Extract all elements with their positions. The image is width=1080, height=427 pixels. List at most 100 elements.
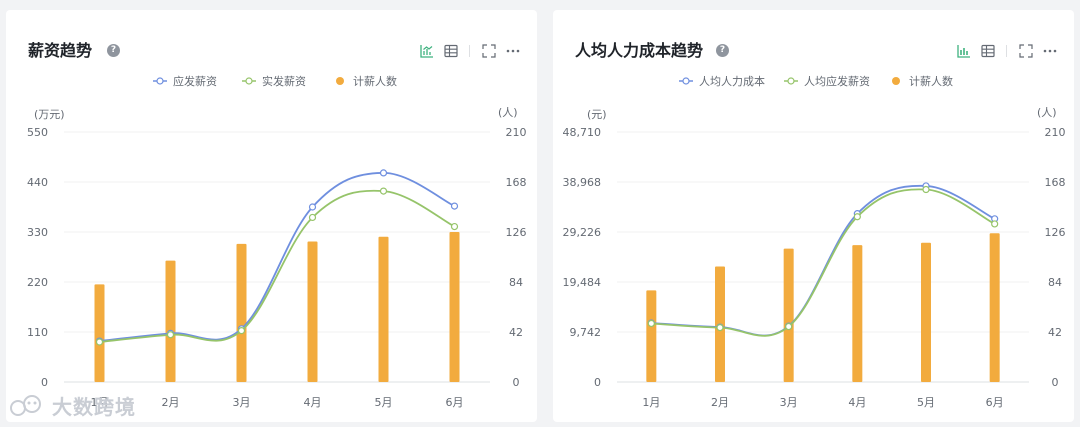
left-tick-label: 48,710 [563, 126, 602, 139]
legend-label: 实发薪资 [262, 74, 306, 88]
chart-toolbar [417, 41, 523, 61]
right-axis-unit: (人) [1037, 106, 1057, 119]
legend-item: 计薪人数 [892, 75, 953, 88]
legend-marker [245, 77, 253, 85]
fullscreen-icon[interactable] [479, 41, 499, 61]
x-tick-label: 5月 [917, 396, 935, 409]
bar [165, 260, 176, 382]
bar [989, 233, 1000, 382]
watermark-text: 大数跨境 [52, 395, 136, 419]
per-capita-cost-chart: 人均人力成本 人均应发薪资 计薪人数 (元) (人) 0 9,742 19,484 29,226… [563, 74, 1066, 409]
x-tick-label: 1月 [91, 396, 109, 409]
data-point [379, 187, 388, 195]
legend-marker [787, 77, 795, 85]
data-point [237, 327, 246, 335]
x-tick-label: 1月 [642, 396, 660, 409]
legend-label: 计薪人数 [909, 75, 953, 88]
card-header: 人均人力成本趋势 ? [575, 38, 1060, 64]
salary-trend-chart: 应发薪资 实发薪资 计薪人数 (万元) (人) 0 110 220 330 440 550 0 42 84… [27, 74, 527, 409]
bar [94, 284, 105, 382]
bar [307, 241, 318, 382]
data-point [716, 323, 724, 332]
per-capita-cost-card: 人均人力成本趋势 ? 人均人力成本 人均应发薪资 计薪人数 (元) (人) 0 9,742 1… [553, 10, 1074, 422]
x-tick-label: 2月 [162, 396, 180, 409]
right-tick-label: 210 [1045, 126, 1066, 139]
series-line [99, 172, 455, 342]
right-tick-label: 84 [1048, 276, 1062, 289]
series-line [651, 188, 996, 337]
more-icon[interactable] [1040, 41, 1060, 61]
table-icon[interactable] [978, 41, 998, 61]
data-point [166, 331, 175, 339]
legend-item: 应发薪资 [153, 74, 217, 88]
right-tick-label: 84 [509, 276, 523, 289]
salary-trend-card: 薪资趋势 ? 应发薪资 实发薪资 计薪人数 (万元) (人) 0 110 220 330 440 5… [6, 10, 537, 422]
fullscreen-icon[interactable] [1016, 41, 1036, 61]
legend-item: 计薪人数 [336, 75, 397, 88]
right-tick-label: 126 [1045, 226, 1066, 239]
card-title: 薪资趋势 [28, 41, 93, 60]
legend-marker [336, 77, 344, 85]
left-axis-unit: (万元) [34, 108, 65, 121]
bar [852, 245, 863, 382]
data-point [308, 203, 317, 211]
x-tick-label: 6月 [986, 396, 1004, 409]
bar [449, 232, 460, 382]
data-point [647, 319, 655, 328]
legend-label: 计薪人数 [353, 75, 397, 88]
series-line [99, 189, 455, 343]
table-icon[interactable] [441, 41, 461, 61]
chart-icon[interactable] [417, 41, 437, 61]
legend-marker [682, 77, 690, 85]
left-tick-label: 440 [27, 176, 48, 189]
bar [236, 243, 247, 382]
right-tick-label: 168 [506, 176, 527, 189]
x-tick-label: 4月 [848, 396, 866, 409]
right-tick-label: 42 [509, 326, 523, 339]
data-point [450, 202, 459, 210]
chart-icon[interactable] [954, 41, 974, 61]
help-icon[interactable]: ? [107, 44, 120, 57]
bar [921, 242, 931, 382]
legend-label: 人均应发薪资 [804, 74, 870, 88]
bar [783, 248, 794, 382]
left-tick-label: 550 [27, 126, 48, 139]
legend-marker [156, 77, 164, 85]
legend-item: 人均人力成本 [679, 74, 765, 88]
right-axis-unit: (人) [498, 106, 518, 119]
left-tick-label: 220 [27, 276, 48, 289]
help-icon[interactable]: ? [716, 44, 729, 57]
left-tick-label: 330 [27, 226, 48, 239]
x-tick-label: 2月 [711, 396, 729, 409]
data-point [308, 213, 317, 222]
data-point [785, 322, 793, 331]
legend-label: 应发薪资 [173, 74, 217, 88]
left-tick-label: 110 [27, 326, 48, 339]
more-icon[interactable] [503, 41, 523, 61]
left-tick-label: 29,226 [563, 226, 602, 239]
series-line [651, 184, 996, 337]
data-point [450, 222, 459, 231]
right-tick-label: 0 [513, 376, 520, 389]
x-tick-label: 3月 [233, 396, 251, 409]
right-tick-label: 210 [506, 126, 527, 139]
data-point [991, 220, 999, 228]
bar [646, 290, 657, 382]
left-tick-label: 9,742 [570, 326, 602, 339]
x-tick-label: 5月 [375, 396, 393, 409]
right-tick-label: 168 [1045, 176, 1066, 189]
data-point [853, 213, 861, 221]
legend-item: 实发薪资 [242, 74, 306, 88]
x-tick-label: 6月 [446, 396, 464, 409]
card-title: 人均人力成本趋势 [575, 41, 704, 60]
legend-item: 人均应发薪资 [784, 74, 870, 88]
right-tick-label: 0 [1052, 376, 1059, 389]
left-tick-label: 19,484 [563, 276, 602, 289]
right-tick-label: 126 [506, 226, 527, 239]
left-tick-label: 38,968 [563, 176, 602, 189]
card-header: 薪资趋势 ? [28, 38, 523, 64]
data-point [95, 338, 104, 346]
bar [378, 236, 389, 382]
chart-toolbar [954, 41, 1060, 61]
left-tick-label: 0 [41, 376, 48, 389]
